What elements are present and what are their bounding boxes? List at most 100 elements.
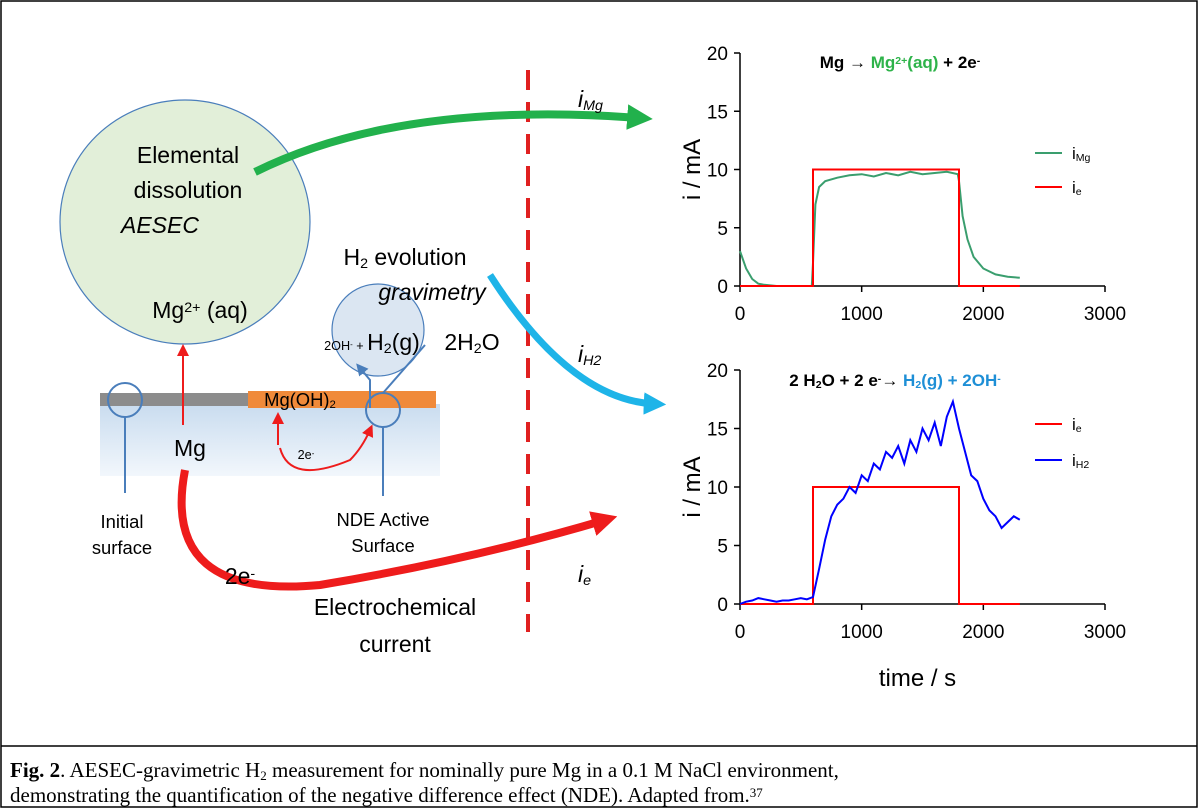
- text-run: Mg: [1076, 152, 1091, 164]
- x-tick-label: 2000: [962, 304, 1004, 325]
- text-run: 2OH: [324, 339, 350, 353]
- text-run: 2H: [444, 329, 473, 355]
- text-run: -: [997, 373, 1001, 385]
- text-run: Initial: [101, 511, 144, 532]
- text-run: i: [1072, 178, 1076, 197]
- text-run: 2+: [184, 300, 200, 316]
- text-run: 2 H: [789, 371, 815, 390]
- label: current: [359, 631, 431, 657]
- text-run: Mg →: [820, 53, 871, 72]
- text-run: Mg: [152, 297, 184, 323]
- y-tick-label: 15: [707, 102, 728, 123]
- x-axis-label: time / s: [879, 665, 956, 692]
- text-run: →: [881, 371, 903, 390]
- label: 2H2O: [444, 329, 499, 357]
- text-run: 2: [1083, 459, 1089, 471]
- text-run: + 2e: [938, 53, 976, 72]
- label: Initial: [101, 511, 144, 532]
- label: surface: [92, 537, 152, 558]
- label: dissolution: [134, 177, 243, 203]
- text-run: NDE Active: [336, 509, 429, 530]
- text-run: H: [1076, 459, 1084, 471]
- text-run: e: [1076, 423, 1082, 435]
- y-tick-label: 20: [707, 361, 728, 382]
- text-run: Mg: [871, 53, 896, 72]
- h2-flow: [487, 273, 667, 415]
- hydrogen-bubble: [331, 283, 425, 377]
- x-tick-label: 3000: [1084, 622, 1126, 643]
- text-run: 2e: [298, 448, 312, 462]
- text-run: +: [353, 339, 367, 353]
- x-tick-label: 0: [735, 622, 746, 643]
- text-run: evolution: [368, 244, 466, 270]
- text-run: 2+: [895, 55, 907, 67]
- text-run: H: [367, 329, 384, 355]
- y-tick-label: 10: [707, 478, 728, 499]
- label: NDE Active: [336, 509, 429, 530]
- x-tick-label: 3000: [1084, 304, 1126, 325]
- series-line: [739, 170, 1020, 287]
- text-run: (aq): [200, 297, 247, 323]
- x-tick-label: 1000: [841, 622, 883, 643]
- label: Mg: [174, 435, 206, 461]
- text-run: 2: [816, 379, 822, 391]
- electron-arrow: [279, 424, 374, 472]
- hydroxide-layer: [248, 391, 436, 408]
- series-line: [740, 168, 1020, 287]
- text-run: (g) + 2OH: [921, 371, 997, 390]
- y-tick-label: 0: [717, 595, 728, 616]
- text-run: Surface: [351, 535, 414, 556]
- text-run: i: [578, 561, 584, 587]
- y-tick-label: 5: [717, 537, 728, 558]
- legend-label: iMg: [1072, 144, 1091, 164]
- label: gravimetry: [378, 279, 487, 305]
- label: H2 evolution: [343, 244, 466, 272]
- label: Surface: [351, 535, 414, 556]
- text-run: 37: [750, 785, 764, 800]
- text-run: i: [1072, 451, 1076, 470]
- y-tick-label: 0: [717, 277, 728, 298]
- legend-label: ie: [1072, 178, 1082, 198]
- text-run: Mg: [583, 98, 603, 114]
- text-run: dissolution: [134, 177, 243, 203]
- label: 2OH- + H2(g): [324, 329, 420, 357]
- text-run: 2: [360, 256, 368, 272]
- label: Mg2+ (aq): [152, 297, 248, 323]
- text-run: i: [578, 341, 584, 367]
- caption: Fig. 2. AESEC-gravimetric H2 measurement…: [10, 758, 839, 783]
- label: 2e-: [225, 563, 256, 589]
- text-run: i: [578, 86, 584, 112]
- text-run: O + 2 e: [822, 371, 878, 390]
- text-run: H: [903, 371, 915, 390]
- text-run: -: [350, 340, 353, 349]
- text-run: surface: [92, 537, 152, 558]
- label: Electrochemical: [314, 594, 476, 620]
- text-run: e: [1076, 186, 1082, 198]
- y-tick-label: 20: [707, 44, 728, 65]
- text-run: e: [583, 573, 591, 589]
- text-run: -: [250, 566, 255, 582]
- text-run: Mg: [174, 435, 206, 461]
- legend-label: ie: [1072, 415, 1082, 435]
- label: 2e-: [298, 448, 315, 462]
- x-tick-label: 1000: [841, 304, 883, 325]
- text-run: AESEC: [119, 212, 199, 238]
- y-tick-label: 15: [707, 420, 728, 441]
- label: Elemental: [137, 142, 239, 168]
- text-run: 2: [260, 768, 267, 783]
- y-axis-label: i / mA: [679, 456, 706, 517]
- text-run: 2: [592, 353, 601, 369]
- x-tick-label: 0: [735, 304, 746, 325]
- text-run: (aq): [907, 53, 938, 72]
- h2-arrow: [356, 363, 371, 408]
- text-run: 2e: [225, 563, 251, 589]
- text-run: i: [1072, 144, 1076, 163]
- series-line: [739, 398, 1021, 605]
- chart-title: 2 H2O + 2 e-→ H2(g) + 2OH-: [789, 371, 1001, 391]
- text-run: demonstrating the quantification of the …: [10, 783, 750, 807]
- substrate: [100, 404, 440, 476]
- caption: demonstrating the quantification of the …: [10, 783, 763, 807]
- y-tick-label: 10: [707, 161, 728, 182]
